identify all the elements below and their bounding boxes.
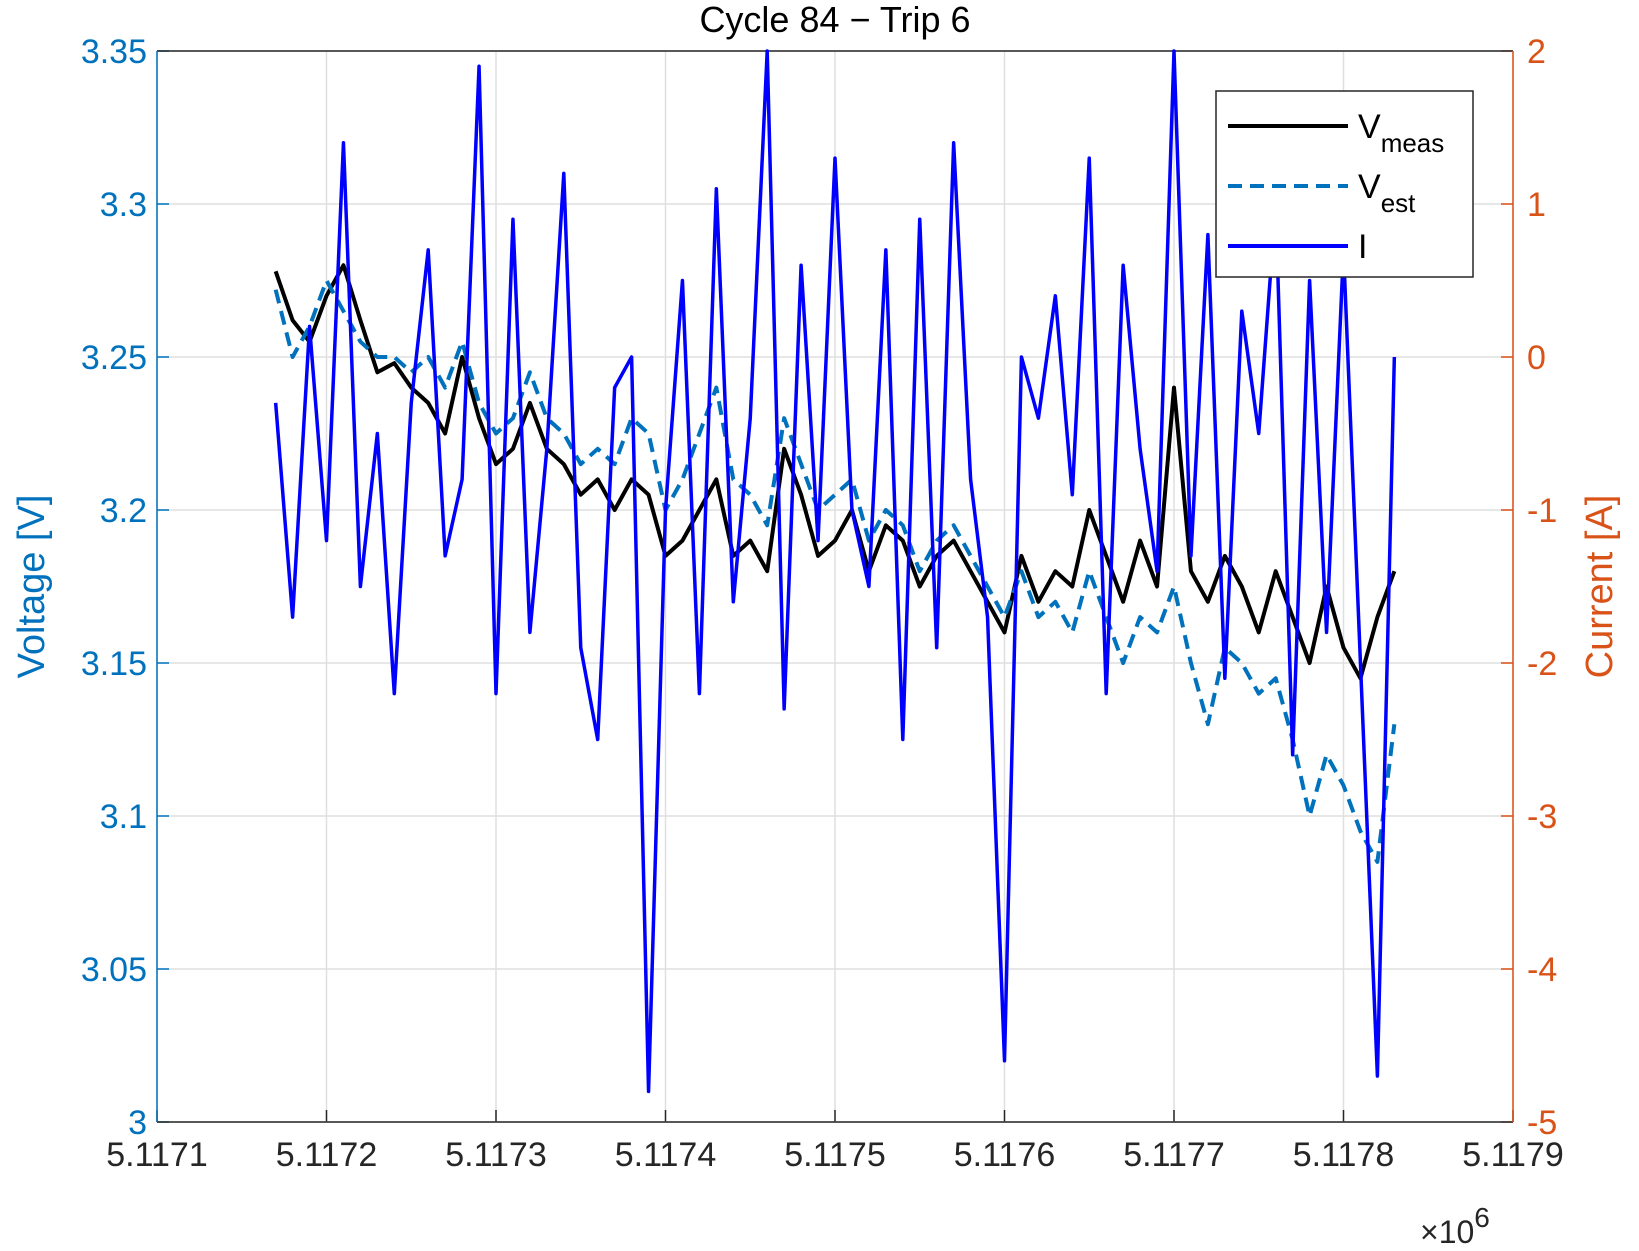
x-tick-label: 5.1171 (106, 1136, 207, 1174)
y-tick-label: 3 (128, 1104, 147, 1142)
x-tick-label: 5.1179 (1462, 1136, 1563, 1174)
legend-name: V (1358, 108, 1381, 146)
x-multiplier-power: 6 (1474, 1202, 1490, 1233)
y-tick-label: 3.25 (81, 339, 147, 377)
y2-tick-label: 2 (1527, 33, 1546, 71)
y2-tick-label: 0 (1527, 339, 1546, 377)
x-tick-label: 5.1173 (445, 1136, 546, 1174)
legend-name: V (1358, 168, 1381, 206)
x-tick-label: 5.1176 (954, 1136, 1055, 1174)
chart-title: Cycle 84 − Trip 6 (699, 0, 970, 40)
x-tick-label: 5.1175 (784, 1136, 885, 1174)
y2-tick-label: -4 (1527, 951, 1557, 989)
y-axis-label: Voltage [V] (11, 495, 53, 679)
series-line (273, 49, 1397, 1094)
legend-label: I (1358, 228, 1367, 266)
y2-tick-label: -3 (1527, 798, 1557, 836)
y-tick-label: 3.05 (81, 951, 147, 989)
y2-tick-label: -5 (1527, 1104, 1557, 1142)
legend-name: I (1358, 228, 1367, 266)
legend-label: Vest (1358, 168, 1416, 218)
x-tick-label: 5.1178 (1293, 1136, 1394, 1174)
y-tick-label: 3.2 (100, 492, 147, 530)
legend-name-sub: meas (1381, 128, 1445, 158)
y2-tick-label: -2 (1527, 645, 1557, 683)
x-multiplier: ×106 (1420, 1202, 1490, 1250)
y-tick-label: 3.3 (100, 186, 147, 224)
series-line (273, 263, 1397, 681)
legend-name-sub: est (1381, 188, 1416, 218)
x-tick-label: 5.1174 (615, 1136, 716, 1174)
y-tick-label: 3.1 (100, 798, 147, 836)
y-tick-label: 3.35 (81, 33, 147, 71)
x-multiplier-base: ×10 (1420, 1214, 1474, 1250)
y-tick-label: 3.15 (81, 645, 147, 683)
x-tick-label: 5.1177 (1123, 1136, 1224, 1174)
legend-label: Vmeas (1358, 108, 1444, 158)
series-line (273, 278, 1397, 864)
x-tick-label: 5.1172 (276, 1136, 377, 1174)
y2-axis-label: Current [A] (1579, 495, 1621, 679)
y2-tick-label: -1 (1527, 492, 1557, 530)
y2-tick-label: 1 (1527, 186, 1546, 224)
